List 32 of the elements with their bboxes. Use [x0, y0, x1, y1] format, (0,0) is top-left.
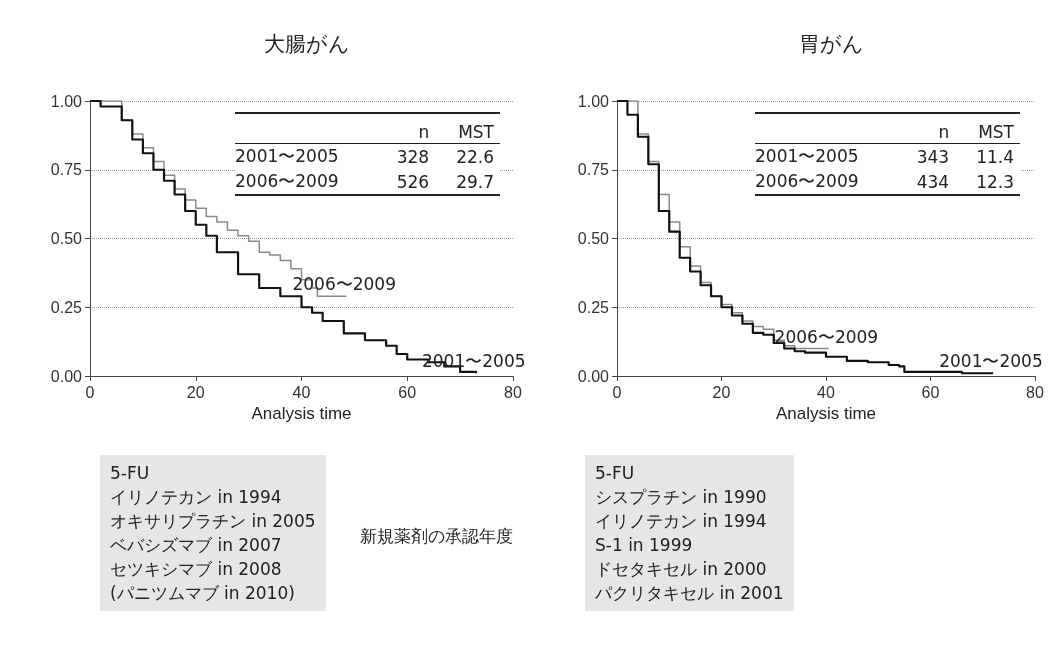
- x-tick-label: 20: [712, 383, 731, 401]
- y-tick-label: 0.25: [577, 298, 610, 316]
- y-tick-label: 0.75: [577, 161, 610, 179]
- y-tick-label: 0.00: [577, 367, 610, 385]
- y-tick-label: 1.00: [50, 92, 83, 110]
- x-tick-label: 40: [817, 383, 835, 401]
- text: n MST 2001〜2005 328 22.6 2006〜2009 526 29.7: [235, 122, 494, 192]
- series-label: 2006〜2009: [774, 326, 879, 347]
- text: 5-FU イリノテカン in 1994 オキサリプラチン in 2005 ベバシズマブ in 2007 セツキシマブ in 2008 (パニツムマブ in 2010): [100, 455, 326, 611]
- y-tick-label: 0.75: [50, 161, 83, 179]
- x-tick-label: 60: [398, 383, 417, 401]
- text: 新規薬剤の承認年度: [360, 525, 513, 548]
- series-label: 2001〜2005: [939, 351, 1043, 372]
- chart-title: 大腸がん: [263, 32, 350, 55]
- x-axis-title: Analysis time: [251, 403, 352, 423]
- x-tick-label: 80: [1026, 383, 1044, 401]
- x-tick-label: 0: [612, 383, 622, 401]
- text: 5-FU シスプラチン in 1990 イリノテカン in 1994 S-1 in 1999 ドセタキセル in 2000 パクリタキセル in 2001: [585, 455, 794, 611]
- y-tick-label: 0.50: [577, 230, 610, 247]
- y-tick-label: 0.50: [50, 230, 83, 247]
- x-tick-label: 40: [292, 383, 311, 401]
- series-label: 2006〜2009: [292, 274, 396, 295]
- x-tick-label: 20: [186, 383, 205, 401]
- chart-title: 胃がん: [798, 32, 864, 55]
- text: n MST 2001〜2005 343 11.4 2006〜2009 434 12.3: [755, 122, 1014, 192]
- x-tick-label: 60: [921, 383, 940, 401]
- x-tick-label: 0: [85, 383, 95, 401]
- x-axis-title: Analysis time: [775, 403, 877, 423]
- y-tick-label: 0.00: [50, 367, 83, 385]
- x-tick-label: 80: [504, 383, 522, 401]
- y-tick-label: 0.25: [50, 298, 83, 316]
- y-tick-label: 1.00: [577, 92, 610, 110]
